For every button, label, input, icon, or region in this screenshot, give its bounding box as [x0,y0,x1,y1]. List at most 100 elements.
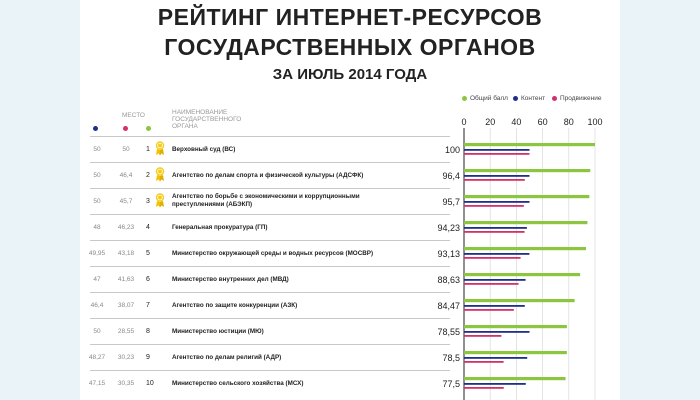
total-score-label: 96,4 [442,171,460,181]
promotion-score: 50 [122,146,130,153]
legend-promotion-dot [552,96,557,101]
agency-name: Министерство окружающей среды и водных р… [172,250,374,257]
content-column-dot [93,126,98,131]
bar-total [464,221,588,225]
rank-column-dot [146,126,151,131]
medal-icon [155,140,165,161]
total-score-label: 93,13 [437,249,460,259]
medal-icon [155,166,165,187]
content-score: 50 [93,172,101,179]
total-score-label: 84,47 [437,301,460,311]
promotion-score: 30,35 [117,380,135,387]
total-score-label: 78,55 [437,327,460,337]
bar-content [464,383,526,385]
agency-name: Министерство сельского хозяйства (МСХ) [172,380,304,387]
row-separator [90,188,450,189]
content-score: 49,95 [88,250,106,257]
bar-total [464,169,591,173]
infographic-page: РЕЙТИНГ ИНТЕРНЕТ-РЕСУРСОВ ГОСУДАРСТВЕННЫ… [80,0,620,400]
table-row: 47 41,63 6 Министерство внутренних дел (МВД… [80,266,620,292]
table-row: 46,4 38,07 7 Агентство по защите конкуренци… [80,292,620,318]
bar-total [464,325,567,329]
promotion-score: 46,23 [117,224,135,231]
bar-content [464,201,530,203]
rank: 3 [146,198,150,205]
bar-promotion [464,309,514,311]
bar-total [464,377,566,381]
legend-content-dot [513,96,518,101]
rank: 5 [146,250,150,257]
bar-content [464,149,530,151]
x-tick-label: 60 [538,117,548,127]
bar-content [464,305,525,307]
legend-promotion: Продвижение [552,95,601,102]
medal-icon [155,192,165,213]
bar-promotion [464,231,525,233]
agency-name: Генеральная прокуратура (ГП) [172,224,268,231]
table-row: 50 50 1 Верховный суд (ВС) 100 [80,136,620,162]
promotion-score: 30,23 [117,354,135,361]
table-row: 48 46,23 4 Генеральная прокуратура (ГП) 94,2… [80,214,620,240]
agency-name: Министерство внутренних дел (МВД) [172,276,289,283]
place-header: МЕСТО [122,112,145,119]
row-separator [90,214,450,215]
agency-name: Министерство юстиции (МЮ) [172,328,264,335]
rank: 4 [146,224,150,231]
rank: 6 [146,276,150,283]
bar-content [464,279,526,281]
promotion-score: 43,18 [117,250,135,257]
promotion-score: 46,4 [119,172,133,179]
table-row: 48,27 30,23 9 Агентство по делам религий (А… [80,344,620,370]
x-tick-label: 100 [587,117,602,127]
total-score-label: 77,5 [442,379,460,389]
bar-content [464,227,527,229]
bar-content [464,331,530,333]
content-score: 50 [93,328,101,335]
rank: 1 [146,146,150,153]
bar-promotion [464,179,525,181]
title-line-1: РЕЙТИНГ ИНТЕРНЕТ-РЕСУРСОВ [157,4,543,30]
legend-total-label: Общий балл [470,95,508,102]
legend-promotion-label: Продвижение [560,95,602,102]
content-score: 47 [93,276,101,283]
row-separator [90,344,450,345]
bar-content [464,357,528,359]
total-score-label: 95,7 [442,197,460,207]
bar-promotion [464,153,530,155]
agency-name: Агентство по борьбе с экономическими и к… [172,193,360,208]
rank: 9 [146,354,150,361]
table-row: 50 46,4 2 Агентство по делам спорта и физич… [80,162,620,188]
legend-total-dot [462,96,467,101]
bar-promotion [464,205,524,207]
content-score: 48 [93,224,101,231]
rank: 8 [146,328,150,335]
x-tick-label: 0 [461,117,466,127]
content-score: 50 [93,146,101,153]
row-separator [90,318,450,319]
promotion-column-dot [123,126,128,131]
rank: 7 [146,302,150,309]
bar-total [464,351,567,355]
name-header: НАИМЕНОВАНИЕ ГОСУДАРСТВЕННОГО ОРГАНА [172,109,242,130]
table-row: 47,15 30,35 10 Министерство сельского хозяй… [80,370,620,396]
title-line-3: ЗА ИЮЛЬ 2014 ГОДА [272,66,428,83]
agency-name: Агентство по делам спорта и физической к… [172,172,364,179]
agency-name: Агентство по делам религий (АДР) [172,354,282,361]
bar-promotion [464,387,504,389]
total-score-label: 78,5 [442,353,460,363]
bar-content [464,175,530,177]
row-separator [90,240,450,241]
row-separator [90,292,450,293]
agency-name: Верховный суд (ВС) [172,146,236,153]
total-score-label: 88,63 [437,275,460,285]
row-separator [90,266,450,267]
bar-total [464,195,590,199]
table-row: 50 45,7 3 Агентство по борьбе с экономическ… [80,188,620,214]
x-tick-label: 40 [511,117,521,127]
bar-promotion [464,283,519,285]
bar-chart: 0 20 40 60 80 100 [461,117,603,400]
table-row: 50 28,55 8 Министерство юстиции (МЮ) 78,55 [80,318,620,344]
x-tick-label: 20 [485,117,495,127]
x-tick-label: 80 [564,117,574,127]
promotion-score: 38,07 [117,302,135,309]
